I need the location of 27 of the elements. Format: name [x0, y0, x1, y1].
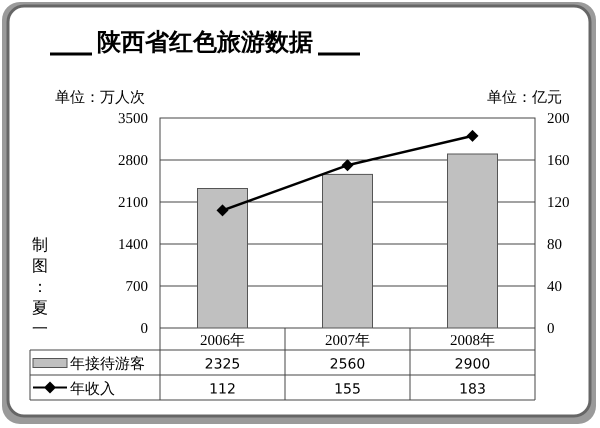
y2-tick-label: 40 — [547, 279, 562, 295]
data-label: 2560 — [330, 356, 366, 372]
y2-tick-label: 120 — [547, 195, 570, 211]
legend-label: 年接待游客 — [70, 354, 145, 372]
legend-label: 年收入 — [70, 380, 115, 398]
y-axis-title: 单位：万人次 — [55, 88, 145, 106]
y2-tick-label: 200 — [547, 111, 570, 127]
y2-tick-label: 0 — [547, 321, 554, 337]
data-label: 155 — [334, 382, 361, 398]
data-label: 2325 — [204, 356, 240, 372]
y2-tick-label: 80 — [547, 237, 562, 253]
data-label: 112 — [209, 382, 236, 398]
text: 制图：夏一 — [32, 235, 48, 338]
y-tick-label: 700 — [126, 279, 148, 295]
y2-tick-label: 160 — [547, 153, 570, 169]
y-tick-label: 0 — [140, 321, 148, 337]
y-tick-label: 3500 — [118, 111, 148, 127]
x-tick-label: 2007年 — [325, 332, 370, 349]
x-tick-label: 2008年 — [450, 332, 495, 349]
y2-axis-title: 单位：亿元 — [487, 88, 562, 106]
x-tick-label: 2006年 — [200, 332, 245, 349]
chart-title: 陕西省红色旅游数据 — [97, 28, 313, 56]
data-label: 2900 — [454, 356, 490, 372]
y-tick-label: 2100 — [118, 195, 148, 211]
data-label: 183 — [459, 382, 486, 398]
y-tick-label: 1400 — [118, 237, 148, 253]
y-tick-label: 2800 — [118, 153, 148, 169]
